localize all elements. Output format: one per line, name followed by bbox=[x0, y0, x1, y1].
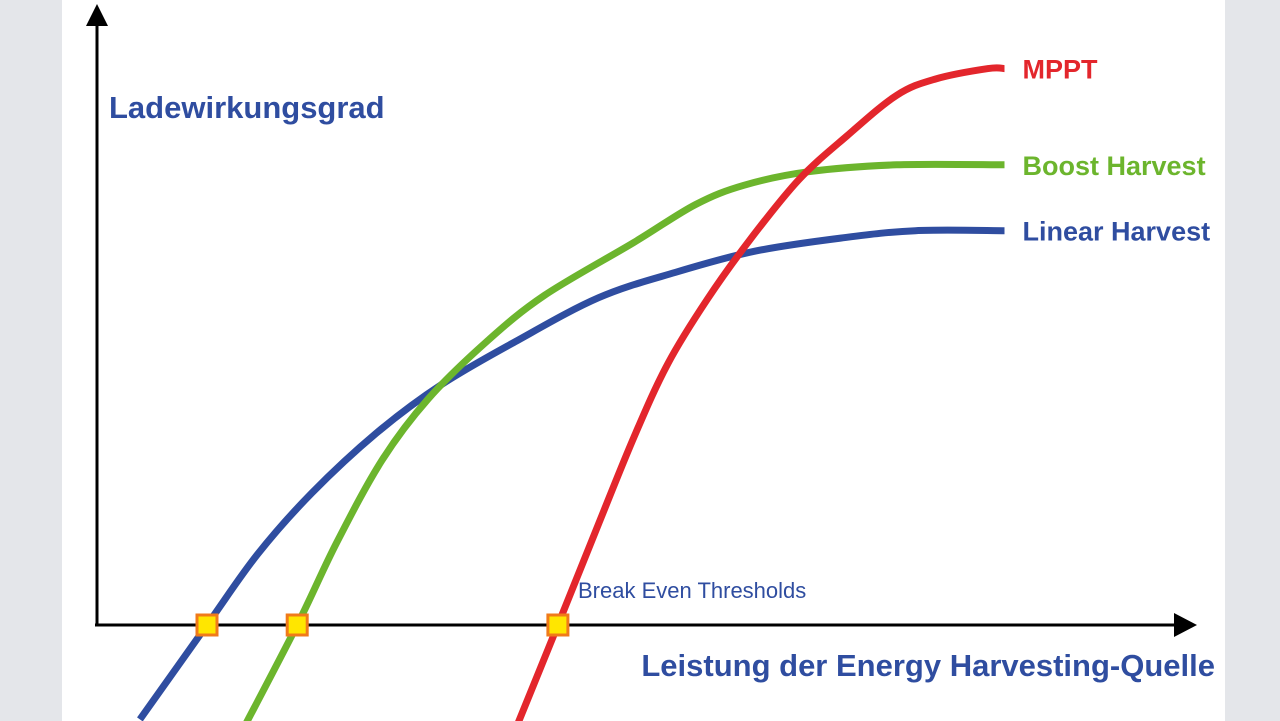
chart-panel bbox=[62, 0, 1225, 721]
break-even-marker bbox=[546, 613, 570, 637]
marker-layer bbox=[195, 613, 570, 637]
series-label-linear-harvest: Linear Harvest bbox=[1023, 217, 1211, 247]
break-even-annotation: Break Even Thresholds bbox=[578, 578, 806, 603]
x-axis-title: Leistung der Energy Harvesting-Quelle bbox=[641, 648, 1215, 683]
break-even-marker bbox=[195, 613, 219, 637]
break-even-marker bbox=[285, 613, 309, 637]
label-layer: Linear Harvest Boost Harvest MPPT bbox=[1023, 55, 1211, 247]
series-line-boost-harvest bbox=[243, 160, 1005, 721]
series-label-boost-harvest: Boost Harvest bbox=[1023, 151, 1206, 181]
y-axis-title: Ladewirkungsgrad bbox=[109, 90, 385, 125]
series-label-mppt: MPPT bbox=[1023, 55, 1099, 85]
series-layer bbox=[137, 64, 1005, 721]
series-line-mppt bbox=[515, 64, 1005, 721]
series-line-linear-harvest bbox=[137, 226, 1005, 721]
y-axis-arrow bbox=[86, 4, 108, 26]
x-axis-arrow bbox=[1174, 613, 1197, 637]
